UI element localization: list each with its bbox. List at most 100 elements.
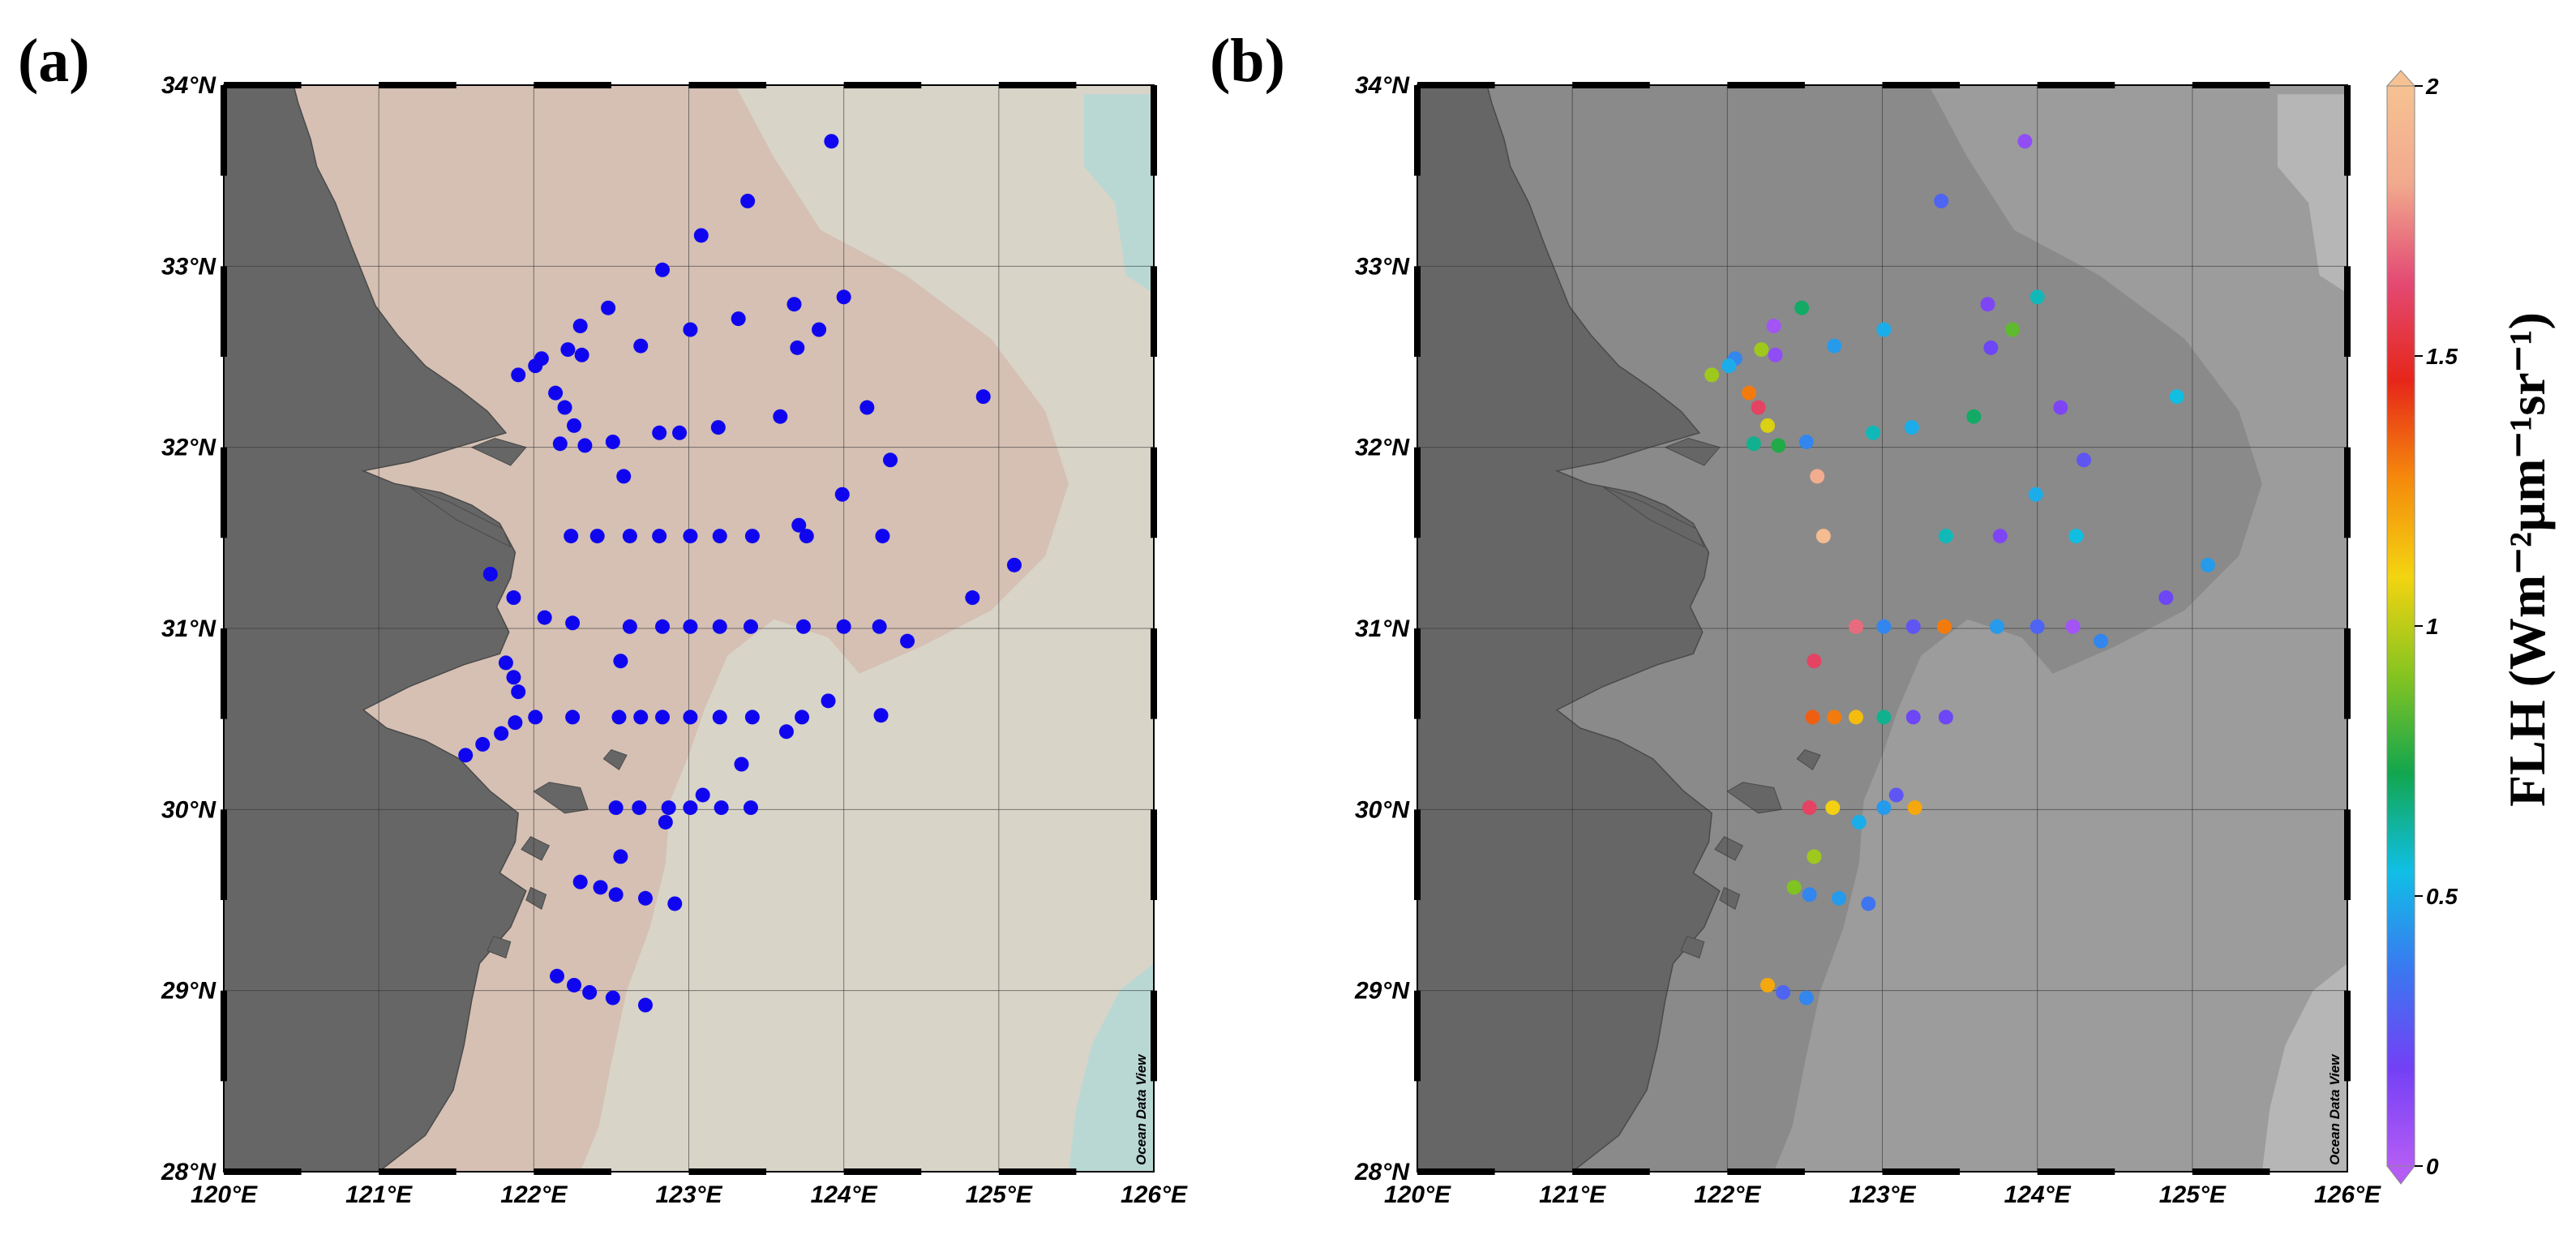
station-flh-marker — [1815, 529, 1831, 544]
station-marker — [683, 529, 698, 544]
station-marker — [637, 890, 653, 906]
lat-tick-label: 30°N — [1355, 796, 1410, 823]
station-marker — [652, 425, 667, 440]
station-marker — [605, 434, 620, 449]
lat-tick-label: 34°N — [1355, 72, 1410, 99]
station-marker — [734, 757, 749, 772]
island — [409, 487, 512, 548]
station-flh-marker — [2169, 389, 2184, 405]
colorbar-title: FLH (Wm⁻²µm⁻¹sr⁻¹) — [2498, 312, 2556, 807]
station-flh-marker — [1766, 319, 1781, 334]
station-flh-marker — [2077, 452, 2092, 468]
ocean-data-view-credit: Ocean Data View — [1134, 1053, 1149, 1165]
lon-tick-label: 120°E — [1384, 1181, 1451, 1208]
lon-tick-label: 125°E — [2159, 1181, 2227, 1208]
frame-segment — [1414, 628, 1421, 719]
map-panel-a: 120°E 121°E 122°E 123°E 124°E 125°E 126°E 28°N 2… — [161, 72, 1188, 1208]
deep-water-region — [1068, 963, 1154, 1172]
station-marker — [548, 385, 564, 401]
frame-segment — [843, 82, 922, 88]
station-flh-marker — [1936, 619, 1952, 634]
frame-segment — [221, 809, 227, 900]
colorbar-tick-label: 0.5 — [2426, 884, 2458, 909]
island — [525, 886, 547, 910]
station-marker — [622, 619, 637, 634]
station-flh-marker — [1876, 322, 1892, 337]
frame-segment — [221, 85, 227, 176]
lon-tick-label: 121°E — [345, 1181, 413, 1208]
frame-segment — [2344, 809, 2351, 900]
station-marker — [1006, 557, 1022, 572]
station-marker — [482, 567, 498, 581]
station-flh-marker — [1938, 710, 1953, 725]
lat-tick-label: 28°N — [1354, 1159, 1410, 1185]
station-marker — [744, 529, 760, 544]
deep-water-region — [2278, 94, 2347, 294]
frame-segment — [1414, 809, 1421, 900]
frame-segment — [1417, 82, 1495, 88]
lon-tick-label: 123°E — [655, 1181, 722, 1208]
station-flh-marker — [1776, 984, 1791, 1000]
lat-tick-label: 30°N — [161, 796, 216, 823]
lon-tick-label: 122°E — [1694, 1181, 1761, 1208]
station-marker — [836, 289, 851, 305]
station-flh-marker — [1938, 529, 1953, 544]
station-marker — [506, 670, 521, 685]
frame-segment — [1414, 447, 1421, 538]
station-marker — [714, 800, 729, 816]
station-marker — [667, 896, 683, 911]
frame-segment — [2037, 1168, 2115, 1175]
station-marker — [601, 300, 616, 315]
station-flh-marker — [1794, 300, 1810, 315]
frame-segment — [1572, 1168, 1650, 1175]
station-marker — [740, 193, 756, 208]
station-marker — [661, 800, 676, 816]
station-marker — [975, 389, 991, 405]
station-flh-marker — [1807, 654, 1822, 669]
panel-label-a: (a) — [18, 27, 90, 95]
station-marker — [836, 619, 851, 634]
station-flh-marker — [1827, 710, 1842, 725]
station-marker — [622, 529, 637, 544]
station-marker — [773, 409, 788, 424]
lat-tick-label: 31°N — [1355, 615, 1410, 642]
lat-tick-label: 29°N — [161, 978, 216, 1005]
station-flh-marker — [2028, 487, 2043, 502]
station-marker — [812, 322, 827, 337]
station-flh-marker — [1849, 710, 1864, 725]
station-flh-marker — [1983, 340, 1999, 355]
station-marker — [528, 710, 543, 725]
station-marker — [683, 710, 698, 725]
frame-segment — [221, 447, 227, 538]
frame-segment — [2192, 1168, 2270, 1175]
station-marker — [710, 420, 726, 435]
colorbar-extend-max — [2385, 70, 2416, 87]
station-flh-marker — [1876, 710, 1892, 725]
frame-segment — [1882, 1168, 1961, 1175]
deep-water-region — [1084, 94, 1154, 294]
station-marker — [537, 610, 552, 625]
frame-segment — [1414, 266, 1421, 357]
deep-water-region — [2261, 963, 2347, 1172]
frame-segment — [379, 82, 456, 88]
station-marker — [683, 322, 698, 337]
station-marker — [632, 800, 647, 816]
station-marker — [565, 615, 581, 631]
station-marker — [965, 590, 980, 606]
station-marker — [611, 710, 627, 725]
frame-segment — [1572, 82, 1650, 88]
station-flh-marker — [1980, 297, 1995, 312]
station-marker — [712, 619, 727, 634]
station-marker — [608, 887, 624, 902]
station-marker — [458, 748, 474, 763]
station-flh-marker — [1721, 358, 1737, 374]
station-marker — [574, 347, 589, 362]
station-marker — [508, 715, 523, 731]
station-marker — [565, 710, 581, 725]
station-marker — [616, 469, 632, 484]
frame-segment — [2344, 990, 2351, 1082]
station-flh-marker — [1989, 619, 2004, 634]
station-marker — [589, 529, 605, 544]
ocean-data-view-credit: Ocean Data View — [2327, 1053, 2342, 1165]
station-marker — [859, 400, 875, 415]
